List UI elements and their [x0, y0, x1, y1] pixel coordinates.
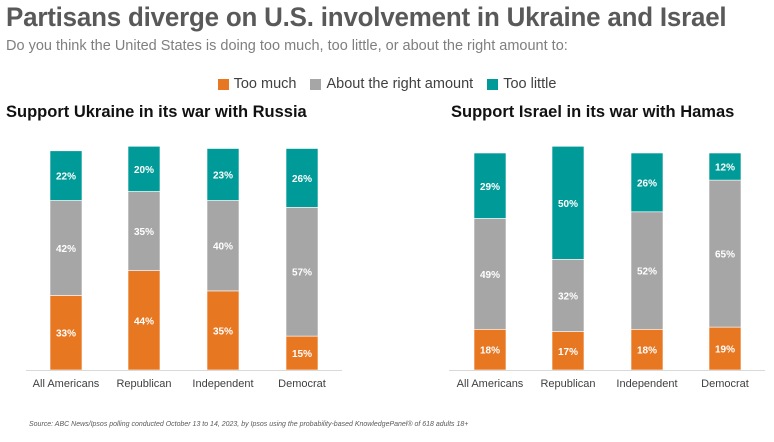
- legend-label: About the right amount: [326, 76, 474, 92]
- data-label: 20%: [134, 165, 154, 176]
- chart-subtitle: Do you think the United States is doing …: [6, 38, 568, 54]
- israel-bar-too-little-independent: [630, 152, 664, 213]
- israel-bar-too-much-all-americans: [473, 328, 507, 371]
- legend-label: Too little: [503, 76, 557, 92]
- source-note: Source: ABC News/Ipsos polling conducted…: [29, 421, 469, 428]
- israel-bar-too-much-democrat: [708, 326, 742, 371]
- data-label: 50%: [558, 199, 578, 210]
- data-label: 57%: [292, 268, 312, 279]
- category-label: Democrat: [701, 378, 749, 390]
- ukraine-bar-about-the-right-amount-all-americans: [49, 200, 83, 296]
- legend-swatch-too-little: [487, 78, 499, 90]
- israel-bar-too-little-republican: [551, 146, 585, 260]
- legend-item-too-little: Too little: [487, 76, 556, 92]
- data-label: 44%: [134, 316, 154, 327]
- category-label: All Americans: [457, 378, 524, 390]
- israel-bar-about-the-right-amount-independent: [630, 211, 664, 330]
- legend-swatch-about-right: [310, 78, 322, 90]
- ukraine-bar-about-the-right-amount-independent: [206, 200, 240, 292]
- data-label: 49%: [480, 270, 500, 281]
- israel-bar-too-little-democrat: [708, 152, 742, 181]
- chart-title: Partisans diverge on U.S. involvement in…: [6, 2, 727, 32]
- data-label: 18%: [637, 346, 657, 357]
- data-label: 35%: [134, 227, 154, 238]
- data-label: 26%: [292, 174, 312, 185]
- data-label: 15%: [292, 349, 312, 360]
- legend: Too much About the right amount Too litt…: [0, 76, 774, 92]
- legend-swatch-too-much: [217, 78, 229, 90]
- category-label: Independent: [616, 378, 677, 390]
- data-label: 52%: [637, 267, 657, 278]
- data-label: 32%: [558, 291, 578, 302]
- legend-item-too-much: Too much: [217, 76, 297, 92]
- data-label: 33%: [56, 329, 76, 340]
- data-label: 40%: [213, 242, 233, 253]
- ukraine-bar-about-the-right-amount-republican: [127, 191, 161, 271]
- ukraine-bar-too-much-independent: [206, 290, 240, 371]
- category-label: Democrat: [278, 378, 326, 390]
- data-label: 26%: [637, 178, 657, 189]
- israel-chart: 18% 49% 29% All Americans 17% 32% 50% Republica…: [449, 146, 765, 390]
- data-label: 42%: [56, 244, 76, 255]
- israel-bar-about-the-right-amount-republican: [551, 258, 585, 332]
- data-label: 22%: [56, 172, 76, 183]
- israel-bar-about-the-right-amount-all-americans: [473, 218, 507, 330]
- data-label: 29%: [480, 182, 500, 193]
- israel-bar-too-little-all-americans: [473, 152, 507, 219]
- ukraine-bar-too-little-republican: [127, 146, 161, 192]
- ukraine-panel-title: Support Ukraine in its war with Russia: [6, 103, 307, 121]
- category-label: Republican: [116, 378, 171, 390]
- ukraine-bar-too-little-democrat: [285, 148, 319, 208]
- data-label: 65%: [715, 250, 735, 261]
- ukraine-bar-too-much-democrat: [285, 335, 319, 371]
- legend-label: Too much: [233, 76, 297, 92]
- israel-panel-title: Support Israel in its war with Hamas: [451, 103, 735, 121]
- data-label: 18%: [480, 346, 500, 357]
- category-label: Independent: [192, 378, 253, 390]
- ukraine-bar-too-much-republican: [127, 270, 161, 371]
- category-label: Republican: [540, 378, 595, 390]
- data-label: 17%: [558, 347, 578, 358]
- data-label: 12%: [715, 163, 735, 174]
- ukraine-bar-too-little-all-americans: [49, 150, 83, 201]
- ukraine-bar-too-much-all-americans: [49, 295, 83, 371]
- ukraine-bar-about-the-right-amount-democrat: [285, 207, 319, 337]
- data-label: 35%: [213, 326, 233, 337]
- data-label: 23%: [213, 171, 233, 182]
- ukraine-chart: 33% 42% 22% All Americans 44% 35% 20% Republica…: [26, 146, 342, 390]
- data-label: 19%: [715, 345, 735, 356]
- israel-bar-about-the-right-amount-democrat: [708, 179, 742, 328]
- israel-bar-too-much-independent: [630, 328, 664, 371]
- category-label: All Americans: [33, 378, 100, 390]
- ukraine-bar-too-little-independent: [206, 148, 240, 201]
- legend-item-about-right: About the right amount: [310, 76, 473, 92]
